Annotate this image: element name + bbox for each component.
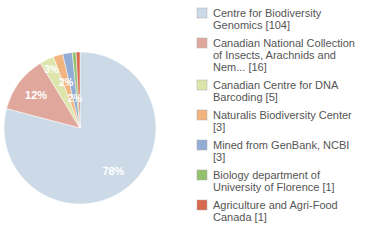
legend: Centre for BiodiversityGenomics [104] Can… <box>197 7 355 223</box>
legend-swatch <box>197 200 207 210</box>
legend-swatch <box>197 140 207 150</box>
legend-line: Canadian National Collection <box>213 37 355 49</box>
legend-line: [3] <box>213 121 225 133</box>
legend-label: Mined from GenBank, NCBI[3] <box>213 139 349 163</box>
legend-line: Barcoding [5] <box>213 91 278 103</box>
legend-item: Mined from GenBank, NCBI[3] <box>197 139 349 163</box>
pie-slice <box>63 52 80 128</box>
data-label: 12% <box>25 89 47 101</box>
legend-label: Centre for BiodiversityGenomics [104] <box>213 7 322 31</box>
pie-slice <box>4 52 156 204</box>
legend-swatch <box>197 110 207 120</box>
legend-label: Agriculture and Agri-FoodCanada [1] <box>213 199 338 223</box>
legend-line: Canadian Centre for DNA <box>213 79 339 91</box>
chart: 78%12%3%2%2%Centre for BiodiversityGenom… <box>0 0 380 240</box>
pie <box>4 52 156 204</box>
legend-item: Canadian National Collectionof Insects, … <box>197 37 355 73</box>
legend-label: Canadian National Collectionof Insects, … <box>213 37 355 73</box>
legend-line: Agriculture and Agri-Food <box>213 199 338 211</box>
legend-line: Canada [1] <box>213 211 267 223</box>
data-label: 2% <box>68 93 83 104</box>
legend-item: Canadian Centre for DNABarcoding [5] <box>197 79 339 103</box>
legend-line: Centre for Biodiversity <box>213 7 322 19</box>
legend-line: Nem... [16] <box>213 61 267 73</box>
legend-line: of Insects, Arachnids and <box>213 49 336 61</box>
legend-label: Biology department ofUniversity of Flore… <box>213 169 335 193</box>
pie-slice <box>72 52 80 128</box>
data-label: 78% <box>102 165 124 177</box>
legend-line: [3] <box>213 151 225 163</box>
legend-line: Genomics [104] <box>213 19 290 31</box>
legend-line: Naturalis Biodiversity Center <box>213 109 352 121</box>
legend-label: Canadian Centre for DNABarcoding [5] <box>213 79 339 103</box>
data-labels: 78%12%3%2%2% <box>25 64 125 178</box>
legend-swatch <box>197 80 207 90</box>
data-label: 3% <box>44 64 59 75</box>
legend-line: Biology department of <box>213 169 321 181</box>
data-label: 2% <box>59 77 74 88</box>
legend-item: Centre for BiodiversityGenomics [104] <box>197 7 322 31</box>
legend-swatch <box>197 170 207 180</box>
legend-swatch <box>197 8 207 18</box>
legend-item: Agriculture and Agri-FoodCanada [1] <box>197 199 338 223</box>
legend-line: Mined from GenBank, NCBI <box>213 139 349 151</box>
legend-line: University of Florence [1] <box>213 181 335 193</box>
legend-item: Naturalis Biodiversity Center[3] <box>197 109 352 133</box>
pie-slice <box>76 52 80 128</box>
legend-item: Biology department ofUniversity of Flore… <box>197 169 335 193</box>
legend-label: Naturalis Biodiversity Center[3] <box>213 109 352 133</box>
legend-swatch <box>197 38 207 48</box>
